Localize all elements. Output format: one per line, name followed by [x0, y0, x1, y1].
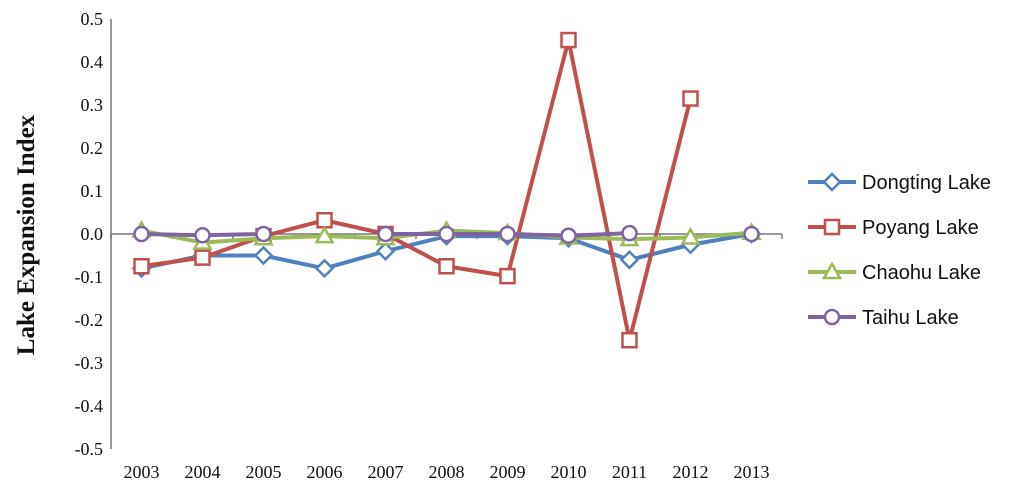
- data-point: [682, 90, 699, 107]
- data-point: [194, 227, 211, 244]
- legend-item: Poyang Lake: [808, 217, 979, 239]
- y-tick-label: -0.3: [75, 353, 104, 373]
- legend-label: Dongting Lake: [862, 172, 991, 194]
- series-poyang-lake: [133, 31, 699, 349]
- legend-label: Poyang Lake: [862, 217, 979, 239]
- data-point: [253, 245, 274, 266]
- y-tick-label: -0.4: [75, 396, 104, 416]
- data-point: [255, 225, 272, 243]
- x-tick-label: 2003: [124, 462, 160, 482]
- x-tick-label: 2010: [551, 462, 587, 482]
- y-axis-tick-labels: 0.5 0.4 0.3 0.2 0.1 0.0 -0.1 -0.2 -0.3 -0.4 -0.5: [75, 9, 104, 459]
- legend-marker: [823, 308, 841, 326]
- x-tick-label: 2009: [490, 462, 526, 482]
- legend-item: Taihu Lake: [808, 307, 959, 329]
- data-point: [743, 225, 760, 243]
- data-point: [560, 227, 577, 244]
- data-point: [314, 258, 335, 279]
- data-point: [499, 267, 516, 285]
- data-point: [194, 249, 211, 266]
- series-line: [141, 38, 693, 343]
- series-layer: [131, 31, 762, 349]
- x-tick-label: 2013: [734, 462, 770, 482]
- y-tick-label: -0.1: [75, 267, 104, 287]
- data-point: [499, 225, 516, 243]
- data-point: [377, 225, 394, 243]
- data-point: [680, 226, 701, 245]
- y-axis-title: Lake Expansion Index: [13, 114, 40, 355]
- data-point: [560, 31, 577, 49]
- x-tick-label: 2004: [185, 462, 221, 482]
- data-point: [316, 211, 333, 229]
- data-point: [133, 225, 150, 243]
- x-axis-tick-labels: 2003 2004 2005 2006 2007 2008 2009 2010 2011 2012…: [124, 462, 770, 482]
- x-tick-label: 2008: [429, 462, 465, 482]
- legend: Dongting Lake Poyang Lake Chaohu Lake Taihu…: [808, 172, 991, 329]
- y-tick-label: -0.2: [75, 310, 104, 330]
- x-tick-label: 2011: [612, 462, 647, 482]
- data-point: [438, 258, 455, 275]
- data-point: [619, 250, 640, 270]
- legend-marker: [821, 261, 843, 280]
- series-taihu-lake: [133, 224, 760, 244]
- y-tick-label: 0.0: [81, 224, 104, 244]
- legend-item: Dongting Lake: [808, 172, 991, 194]
- x-tick-label: 2007: [368, 462, 404, 482]
- legend-marker: [822, 172, 842, 192]
- y-tick-label: 0.5: [81, 9, 104, 29]
- x-tick-label: 2012: [673, 462, 709, 482]
- data-point: [621, 331, 638, 349]
- y-tick-label: -0.5: [75, 439, 104, 459]
- data-point: [314, 225, 335, 244]
- x-tick-label: 2005: [246, 462, 282, 482]
- data-point: [133, 258, 150, 275]
- x-tick-label: 2006: [307, 462, 343, 482]
- y-tick-label: 0.4: [81, 52, 104, 72]
- legend-label: Chaohu Lake: [862, 262, 981, 284]
- y-tick-label: 0.3: [81, 95, 104, 115]
- legend-item: Chaohu Lake: [808, 261, 981, 284]
- legend-marker: [823, 218, 841, 236]
- y-tick-label: 0.1: [81, 181, 104, 201]
- data-point: [621, 224, 638, 242]
- y-tick-label: 0.2: [81, 138, 104, 158]
- data-point: [438, 225, 455, 243]
- legend-label: Taihu Lake: [862, 307, 959, 329]
- data-point: [375, 241, 396, 261]
